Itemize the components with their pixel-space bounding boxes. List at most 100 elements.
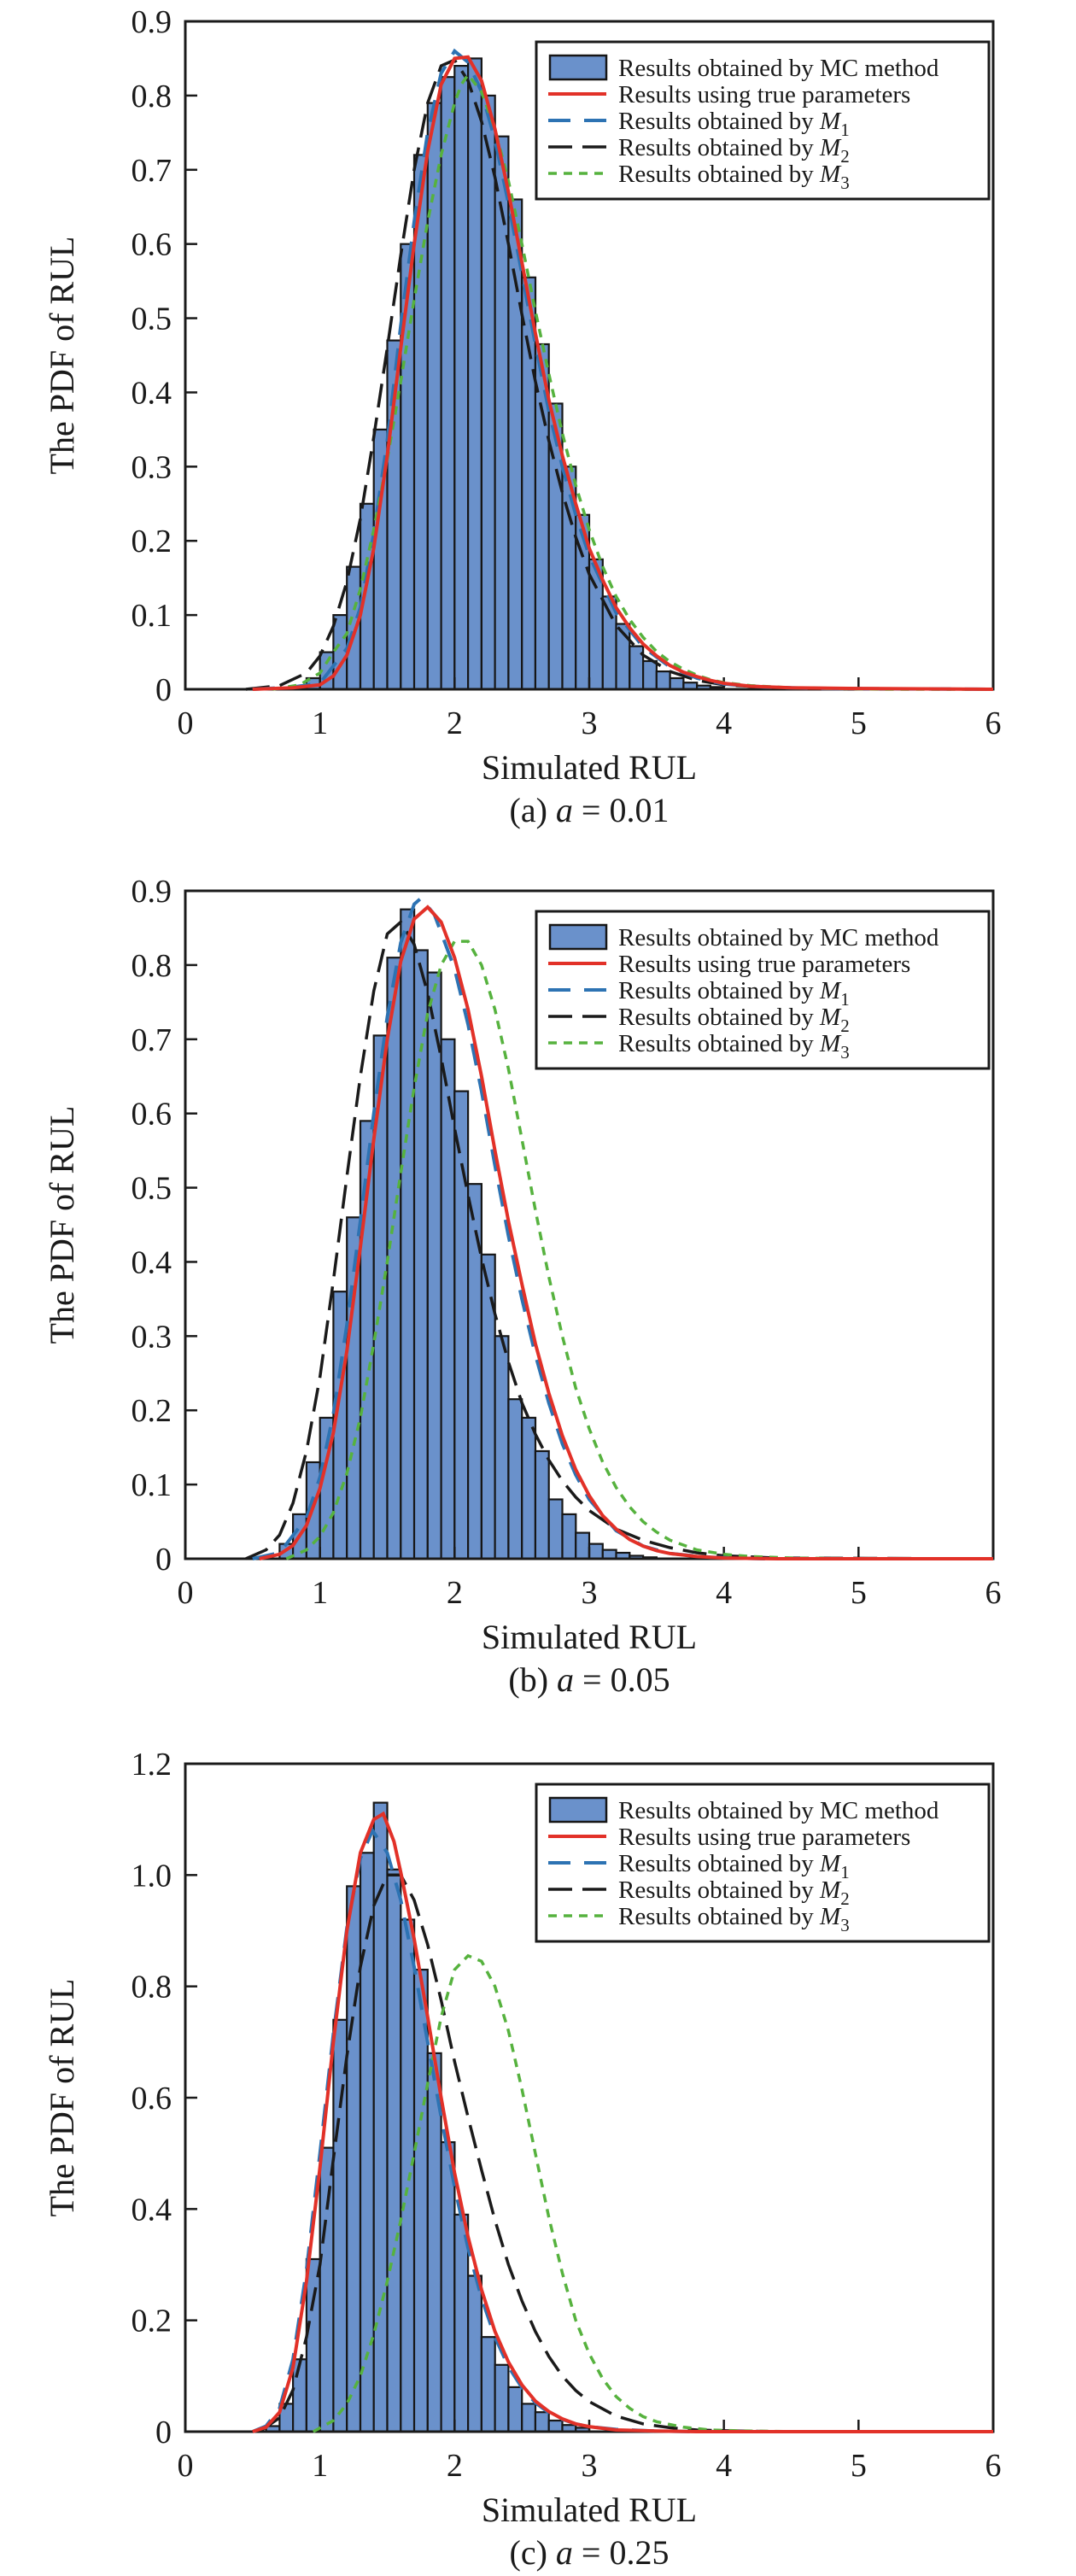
histogram-bar (561, 1513, 577, 1560)
y-tick-label: 0.1 (132, 1467, 173, 1503)
y-tick-label: 0.2 (132, 1393, 173, 1429)
y-tick-label: 0.4 (132, 1244, 173, 1280)
y-tick-label: 0.6 (132, 2081, 173, 2116)
x-tick-label: 1 (312, 1575, 328, 1611)
histogram-bar (346, 565, 362, 691)
histogram-bar (494, 135, 510, 691)
histogram-bar (547, 1498, 564, 1560)
histogram-bar (507, 1398, 523, 1560)
x-tick-label: 5 (851, 705, 867, 741)
y-tick-label: 1.2 (132, 1747, 173, 1783)
legend-label: Results obtained by MC method (618, 924, 939, 951)
histogram-bar (400, 1918, 416, 2433)
histogram-bar (588, 1543, 604, 1560)
histogram-bar (507, 2386, 523, 2433)
x-tick-label: 3 (582, 705, 598, 741)
legend-label: Results obtained by M1 (618, 108, 850, 140)
x-tick-label: 1 (312, 705, 328, 741)
histogram-bar (440, 76, 456, 691)
histogram-bar (319, 2146, 335, 2433)
chart-a: 0 1 2 3 4 5 6 0 0.1 0.2 0.3 0.4 0.5 0.6 0.7 0.8 0.9 Simul… (0, 0, 1076, 858)
histogram-bar (400, 243, 416, 691)
subplot-caption: (b) a = 0.05 (508, 1660, 670, 1699)
x-tick-label: 5 (851, 2448, 867, 2484)
x-tick-label: 5 (851, 1575, 867, 1611)
subplot-caption: (a) a = 0.01 (510, 791, 670, 829)
histogram-bar (292, 2358, 308, 2433)
histogram-bar (655, 670, 671, 691)
x-tick-label: 4 (716, 1575, 732, 1611)
histogram-bar (412, 949, 429, 1560)
y-tick-label: 0.4 (132, 2192, 173, 2228)
curve-m3 (285, 940, 993, 1560)
legend-label: Results using true parameters (618, 1824, 910, 1851)
x-tick-label: 6 (985, 705, 1002, 741)
histogram-bar (521, 1416, 537, 1560)
x-tick-label: 3 (582, 1575, 598, 1611)
y-tick-label: 0.9 (132, 874, 173, 910)
y-tick-label: 0.8 (132, 1970, 173, 2005)
curve-true (259, 905, 993, 1560)
x-tick-label: 2 (447, 705, 463, 741)
y-tick-label: 0.7 (132, 153, 173, 189)
y-tick-label: 0.7 (132, 1022, 173, 1058)
legend-label: Results obtained by MC method (618, 55, 939, 82)
curve-true (252, 55, 994, 691)
histogram-bar (534, 1449, 550, 1560)
legend-box (535, 910, 991, 1070)
histogram-bar (641, 659, 658, 691)
histogram-bar (332, 2018, 348, 2433)
y-tick-label: 0.6 (132, 1097, 173, 1133)
chart-c: 0 1 2 3 4 5 6 0 0.2 0.4 0.6 0.8 1.0 1.2 Simulated RUL T… (0, 1717, 1076, 2576)
histogram-bar (534, 2411, 550, 2433)
histogram-bar (466, 57, 482, 691)
y-tick-label: 0.9 (132, 4, 173, 40)
x-tick-label: 3 (582, 2448, 598, 2484)
histogram-bar (480, 94, 496, 691)
legend-label: Results obtained by M1 (618, 1850, 850, 1882)
y-tick-label: 0 (155, 672, 172, 708)
axis-ticks (184, 20, 995, 691)
histogram-bar (575, 1531, 591, 1560)
legend-label: Results obtained by M2 (618, 1004, 850, 1036)
legend-swatch-patch (548, 54, 608, 81)
y-tick-label: 0 (155, 2415, 172, 2450)
histogram-bars (292, 57, 725, 691)
x-tick-label: 6 (985, 1575, 1002, 1611)
y-tick-label: 0.8 (132, 948, 173, 984)
y-tick-label: 0.3 (132, 1319, 173, 1355)
y-tick-label: 0.2 (132, 524, 173, 559)
curve-m2 (258, 1873, 993, 2433)
histogram-bar (426, 102, 442, 691)
y-tick-label: 0.2 (132, 2304, 173, 2339)
histogram-bar (346, 1885, 362, 2433)
x-tick-label: 6 (985, 2448, 1002, 2484)
histogram-bars (278, 908, 658, 1560)
histogram-bar (601, 1549, 617, 1560)
y-tick-label: 0.1 (132, 598, 173, 634)
x-tick-label: 2 (447, 1575, 463, 1611)
histogram-bar (453, 2213, 470, 2433)
histogram-bar (453, 64, 470, 691)
histogram-bar (466, 2274, 482, 2433)
y-axis-label: The PDF of RUL (43, 1106, 81, 1344)
legend-swatch-patch (548, 1796, 608, 1824)
axis-ticks (184, 889, 995, 1560)
curve-m2 (245, 919, 994, 1560)
x-tick-label: 1 (312, 2448, 328, 2484)
histogram-bar (305, 2257, 321, 2433)
subplot-c: 0 1 2 3 4 5 6 0 0.2 0.4 0.6 0.8 1.0 1.2 Simulated RUL T… (0, 1717, 1076, 2576)
y-tick-label: 0.5 (132, 302, 173, 337)
legend-label: Results obtained by M2 (618, 1876, 850, 1909)
y-tick-label: 0 (155, 1542, 172, 1578)
x-axis-label: Simulated RUL (482, 1618, 697, 1656)
histogram-bar (466, 1183, 482, 1560)
histogram-bar (521, 2403, 537, 2433)
y-axis-label: The PDF of RUL (43, 1979, 81, 2217)
legend-box (535, 1783, 991, 1943)
legend-label: Results obtained by M1 (618, 977, 850, 1010)
x-tick-label: 4 (716, 705, 732, 741)
legend-label: Results using true parameters (618, 951, 910, 978)
histogram-bar (400, 908, 416, 1560)
